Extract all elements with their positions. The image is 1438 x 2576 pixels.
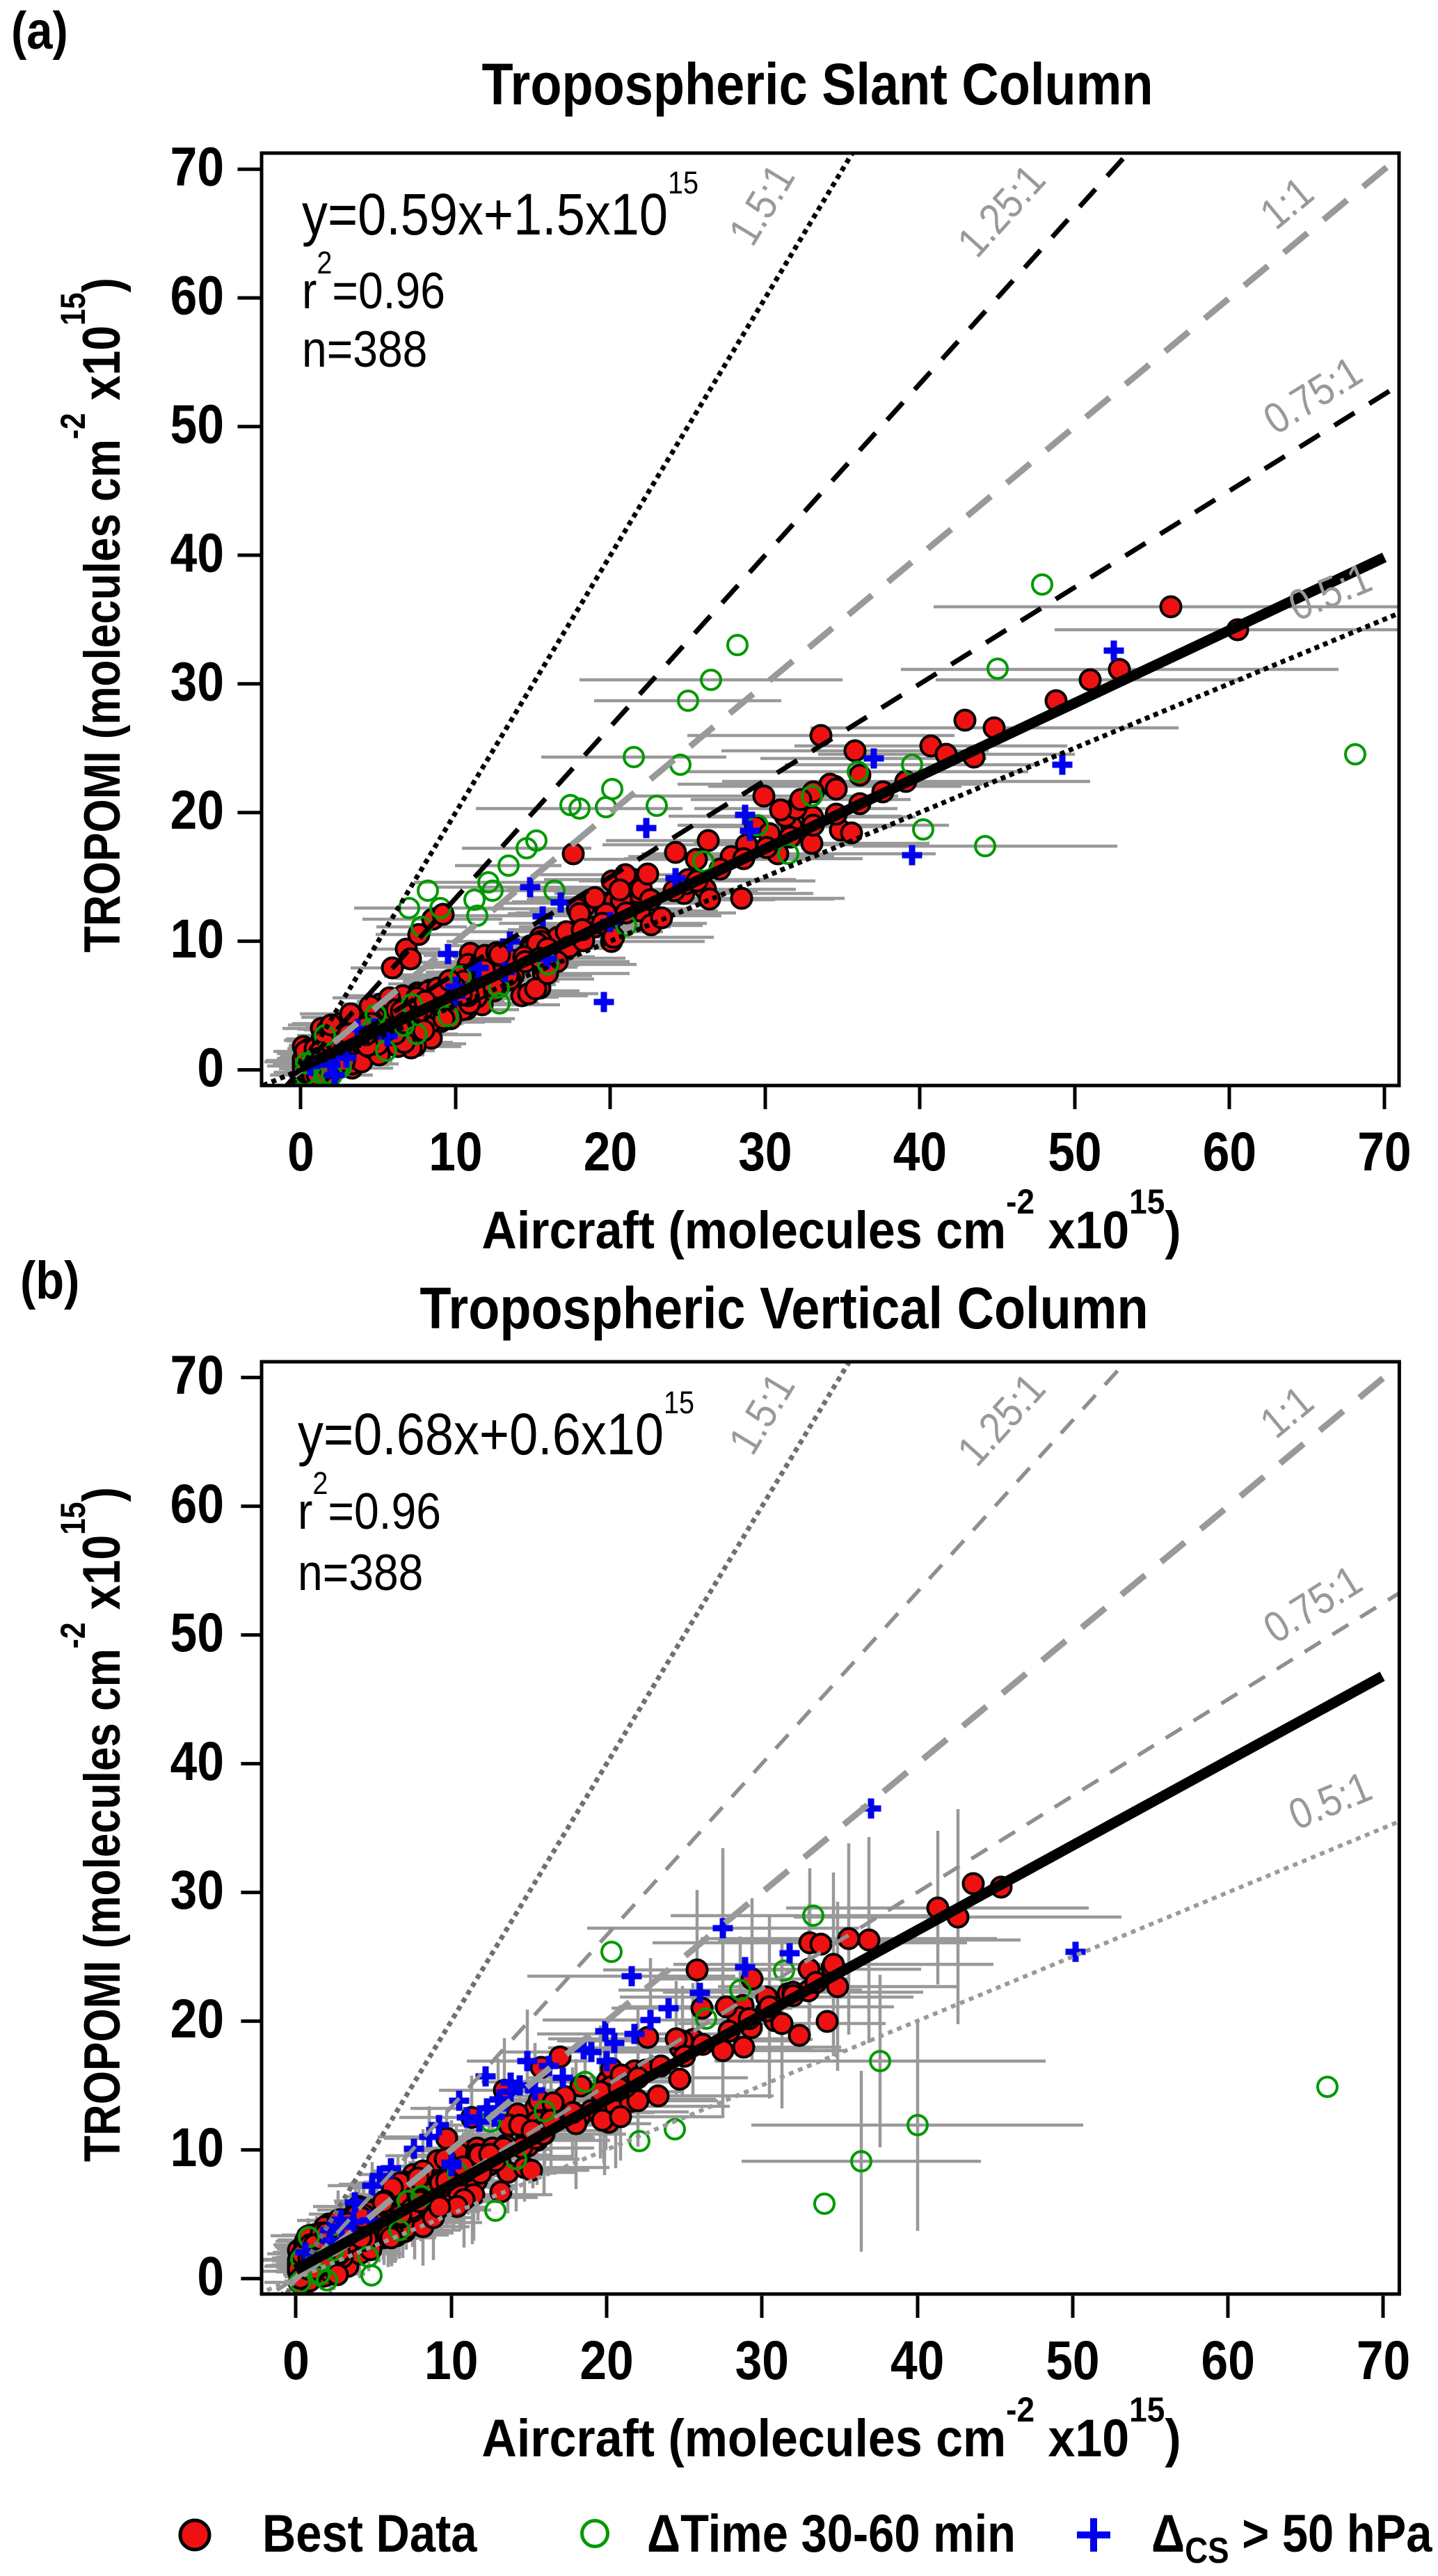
svg-text:30: 30 xyxy=(735,2330,789,2391)
svg-text:10: 10 xyxy=(429,1121,482,1182)
svg-text:40: 40 xyxy=(170,1731,224,1792)
svg-text:20: 20 xyxy=(580,2330,633,2391)
svg-text:10: 10 xyxy=(170,2117,224,2178)
svg-text:30: 30 xyxy=(170,651,224,712)
svg-text:50: 50 xyxy=(170,1602,224,1663)
svg-text:40: 40 xyxy=(893,1121,947,1182)
svg-text:70: 70 xyxy=(1357,1121,1411,1182)
svg-text:20: 20 xyxy=(170,1988,224,2049)
svg-text:70: 70 xyxy=(1357,2330,1410,2391)
svg-text:60: 60 xyxy=(170,1473,224,1534)
svg-text:60: 60 xyxy=(1201,2330,1255,2391)
svg-text:50: 50 xyxy=(170,393,224,454)
svg-text:0: 0 xyxy=(282,2330,310,2391)
svg-text:70: 70 xyxy=(170,136,224,198)
svg-text:Tropospheric Vertical Column: Tropospheric Vertical Column xyxy=(420,1275,1148,1341)
svg-text:20: 20 xyxy=(584,1121,637,1182)
svg-text:40: 40 xyxy=(890,2330,944,2391)
svg-text:20: 20 xyxy=(170,779,224,841)
svg-text:n=388: n=388 xyxy=(298,1544,423,1601)
svg-text:60: 60 xyxy=(170,264,224,326)
svg-text:40: 40 xyxy=(170,522,224,583)
svg-text:70: 70 xyxy=(170,1344,224,1406)
svg-text:0: 0 xyxy=(197,2245,224,2307)
svg-text:n=388: n=388 xyxy=(302,321,427,378)
svg-text:(a): (a) xyxy=(11,1,68,61)
svg-text:(b): (b) xyxy=(20,1251,79,1310)
svg-text:10: 10 xyxy=(170,908,224,969)
svg-text:60: 60 xyxy=(1203,1121,1256,1182)
svg-text:ΔTime 30-60 min: ΔTime 30-60 min xyxy=(647,2504,1016,2563)
svg-text:50: 50 xyxy=(1048,1121,1101,1182)
svg-text:30: 30 xyxy=(738,1121,792,1182)
svg-text:0: 0 xyxy=(197,1037,224,1098)
svg-text:Best Data: Best Data xyxy=(262,2504,478,2563)
svg-text:10: 10 xyxy=(424,2330,478,2391)
svg-text:50: 50 xyxy=(1046,2330,1099,2391)
svg-text:ΔCS > 50 hPa: ΔCS > 50 hPa xyxy=(1151,2504,1433,2571)
svg-text:0: 0 xyxy=(287,1121,314,1182)
svg-text:Tropospheric Slant Column: Tropospheric Slant Column xyxy=(481,51,1153,117)
svg-text:30: 30 xyxy=(170,1859,224,1921)
